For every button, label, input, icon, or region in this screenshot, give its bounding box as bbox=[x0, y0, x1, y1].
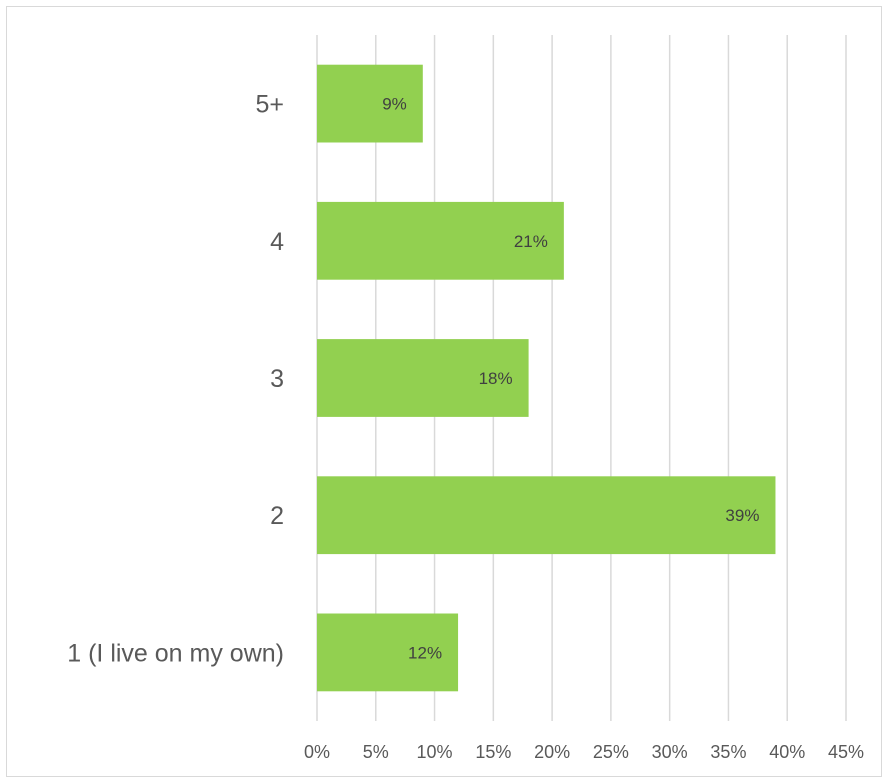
x-axis-tick-labels: 0% 5% 10% 15% 20% 25% 30% 35% 40% 45% bbox=[304, 742, 864, 762]
category-labels: 5+ 4 3 2 1 (I live on my own) bbox=[67, 91, 284, 668]
bar bbox=[317, 476, 776, 555]
x-tick-label: 30% bbox=[652, 742, 688, 762]
bar bbox=[317, 613, 459, 692]
category-label: 1 (I live on my own) bbox=[67, 639, 284, 667]
data-label: 18% bbox=[479, 369, 513, 388]
x-tick-label: 10% bbox=[417, 742, 453, 762]
category-label: 2 bbox=[270, 502, 284, 530]
x-tick-label: 5% bbox=[363, 742, 389, 762]
x-tick-label: 45% bbox=[828, 742, 864, 762]
x-tick-label: 15% bbox=[475, 742, 511, 762]
x-tick-label: 35% bbox=[710, 742, 746, 762]
x-tick-label: 25% bbox=[593, 742, 629, 762]
x-tick-label: 20% bbox=[534, 742, 570, 762]
category-label: 3 bbox=[270, 365, 284, 393]
data-label: 21% bbox=[514, 232, 548, 251]
gridlines bbox=[316, 35, 847, 721]
bar bbox=[317, 339, 529, 417]
bar bbox=[317, 64, 423, 143]
category-label: 5+ bbox=[255, 91, 284, 119]
data-label: 39% bbox=[725, 506, 759, 525]
bar bbox=[317, 201, 564, 280]
data-label: 9% bbox=[382, 95, 407, 114]
bars: 9% 21% 18% 39% 12% bbox=[317, 64, 776, 692]
x-tick-label: 0% bbox=[304, 742, 330, 762]
data-label: 12% bbox=[408, 643, 442, 662]
x-tick-label: 40% bbox=[769, 742, 805, 762]
category-label: 4 bbox=[270, 228, 284, 256]
